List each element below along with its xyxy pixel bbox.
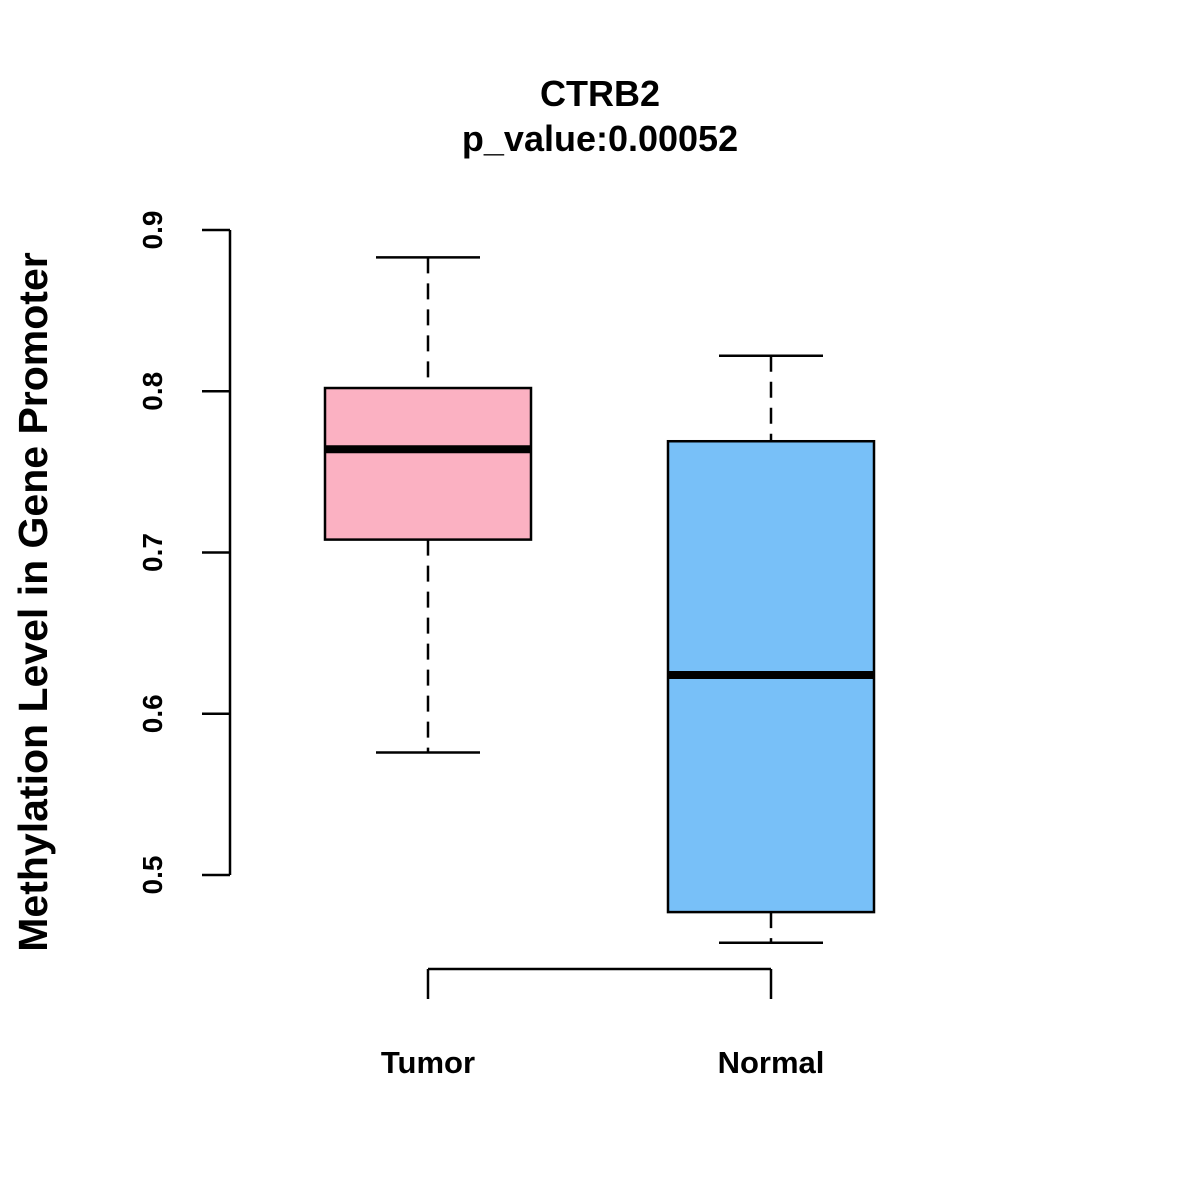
y-axis: 0.5 0.6 0.7 0.8 0.9 xyxy=(137,211,232,895)
box-iqr xyxy=(323,386,533,541)
y-axis-label: Methylation Level in Gene Promoter xyxy=(10,252,56,951)
box-tumor xyxy=(323,256,533,754)
x-category-label-tumor: Tumor xyxy=(381,1045,475,1080)
chart-subtitle: p_value:0.00052 xyxy=(462,118,738,159)
group-bracket xyxy=(426,967,773,999)
y-tick-label: 0.9 xyxy=(137,211,168,250)
y-tick-label: 0.8 xyxy=(137,372,168,411)
y-tick-label: 0.5 xyxy=(137,856,168,895)
y-tick-label: 0.6 xyxy=(137,694,168,733)
y-tick-label: 0.7 xyxy=(137,533,168,572)
boxes-layer xyxy=(323,256,876,944)
box-normal xyxy=(666,354,876,944)
x-axis-labels: Tumor Normal xyxy=(381,1045,824,1080)
chart-title: CTRB2 xyxy=(540,73,660,114)
x-category-label-normal: Normal xyxy=(718,1045,825,1080)
